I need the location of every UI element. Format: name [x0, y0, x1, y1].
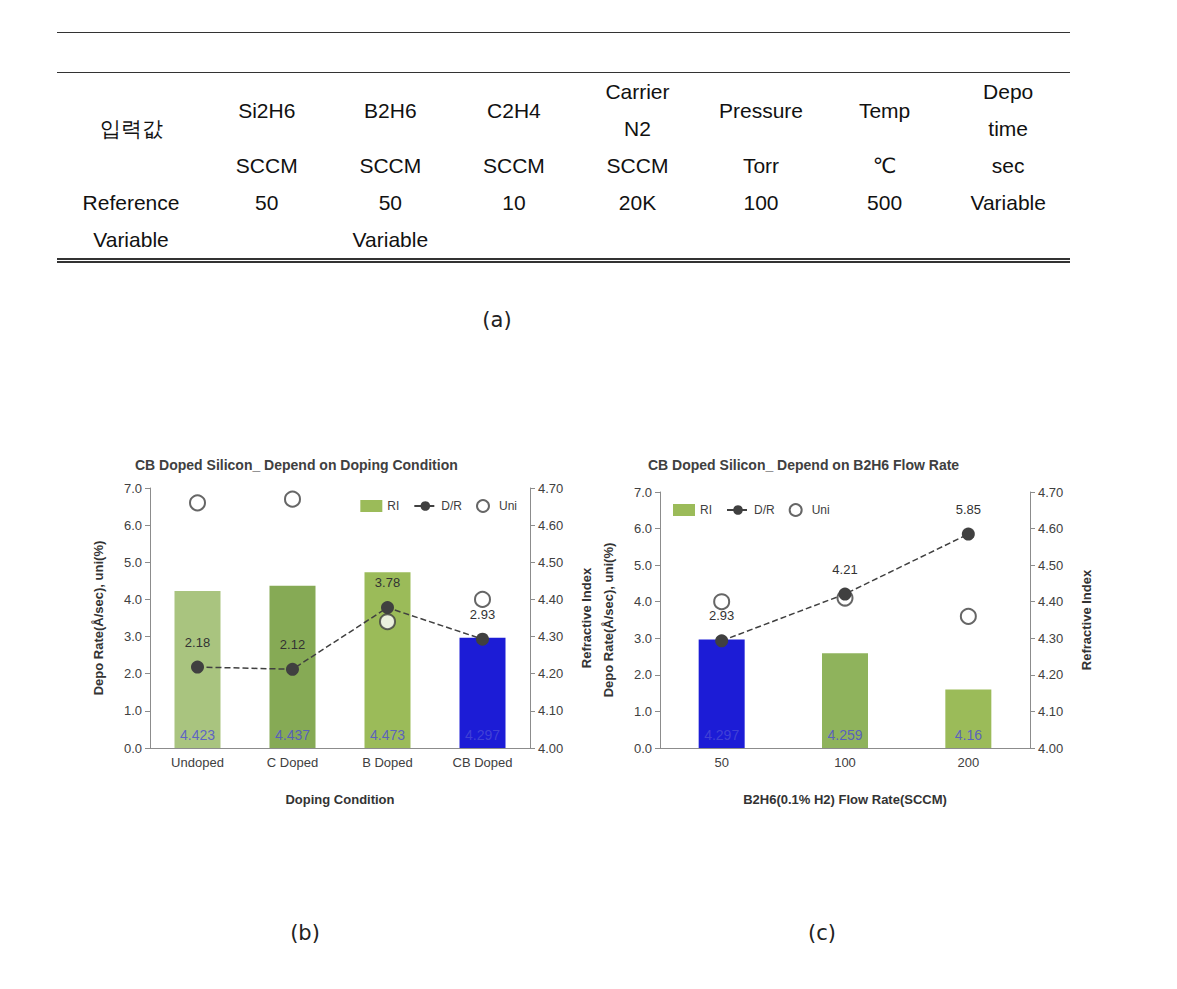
svg-text:D/R: D/R [441, 499, 462, 513]
html-text:sec: sec [991, 154, 1025, 177]
svg-text:Refractive Index: Refractive Index [1079, 569, 1094, 670]
svg-text:4.60: 4.60 [1038, 521, 1063, 536]
html-text:(a): (a) [482, 308, 512, 332]
svg-text:5.85: 5.85 [956, 502, 981, 517]
svg-text:2.93: 2.93 [709, 608, 734, 623]
html-text:SCCM: SCCM [483, 154, 545, 177]
html-text:20K: 20K [618, 191, 657, 214]
svg-text:7.0: 7.0 [634, 485, 652, 500]
svg-text:4.10: 4.10 [1038, 704, 1063, 719]
svg-text:2.0: 2.0 [124, 666, 142, 681]
html-text:Temp: Temp [858, 98, 911, 122]
svg-text:Depo Rate(Å/sec), uni(%): Depo Rate(Å/sec), uni(%) [91, 541, 106, 696]
svg-text:4.0: 4.0 [634, 594, 652, 609]
html-text:Pressure: Pressure [719, 98, 803, 122]
svg-text:4.297: 4.297 [704, 727, 739, 743]
svg-text:4.50: 4.50 [538, 555, 563, 570]
svg-text:Depo Rate(Å/sec), uni(%): Depo Rate(Å/sec), uni(%) [601, 543, 616, 698]
html-text:B2H6: B2H6 [364, 98, 417, 122]
html-text:Variable: Variable [93, 228, 169, 251]
svg-text:4.259: 4.259 [827, 727, 862, 743]
svg-text:5.0: 5.0 [124, 555, 142, 570]
svg-text:Undoped: Undoped [171, 755, 224, 770]
html-text:Carrier N2: Carrier N2 [605, 80, 670, 140]
svg-text:RI: RI [387, 499, 399, 513]
html-text:50: 50 [255, 191, 279, 214]
html-text:(b): (b) [290, 921, 320, 945]
svg-text:6.0: 6.0 [634, 521, 652, 536]
svg-text:Doping Condition: Doping Condition [285, 792, 394, 807]
svg-text:Refractive Index: Refractive Index [579, 567, 594, 668]
svg-text:CB Doped Silicon_ Depend on Do: CB Doped Silicon_ Depend on Doping Condi… [135, 457, 458, 473]
svg-text:4.16: 4.16 [955, 727, 982, 743]
svg-text:4.423: 4.423 [180, 727, 215, 743]
svg-text:4.0: 4.0 [124, 592, 142, 607]
svg-text:4.30: 4.30 [1038, 631, 1063, 646]
svg-text:5.0: 5.0 [634, 558, 652, 573]
html-text:50: 50 [378, 191, 402, 214]
html-text:100: 100 [743, 191, 779, 214]
svg-text:CB Doped Silicon_ Depend on B2: CB Doped Silicon_ Depend on B2H6 Flow Ra… [648, 457, 959, 473]
svg-text:1.0: 1.0 [634, 704, 652, 719]
html-text:Depo time: Depo time [983, 80, 1034, 140]
svg-text:4.70: 4.70 [538, 481, 563, 496]
svg-text:D/R: D/R [754, 503, 775, 517]
svg-text:50: 50 [714, 755, 728, 770]
svg-text:B2H6(0.1% H2) Flow Rate(SCCM): B2H6(0.1% H2) Flow Rate(SCCM) [743, 792, 947, 807]
svg-text:200: 200 [957, 755, 979, 770]
svg-text:4.473: 4.473 [370, 727, 405, 743]
svg-text:2.0: 2.0 [634, 667, 652, 682]
svg-text:2.93: 2.93 [470, 607, 495, 622]
svg-text:RI: RI [700, 503, 712, 517]
svg-text:2.18: 2.18 [185, 635, 210, 650]
svg-text:4.00: 4.00 [1038, 741, 1063, 756]
svg-text:4.297: 4.297 [465, 727, 500, 743]
html-text:Reference: Reference [82, 191, 180, 214]
svg-text:4.437: 4.437 [275, 727, 310, 743]
svg-text:4.70: 4.70 [1038, 485, 1063, 500]
svg-text:3.78: 3.78 [375, 575, 400, 590]
svg-text:4.40: 4.40 [538, 592, 563, 607]
svg-text:2.12: 2.12 [280, 637, 305, 652]
svg-text:1.0: 1.0 [124, 703, 142, 718]
html-text:500: 500 [867, 191, 903, 214]
svg-text:B Doped: B Doped [362, 755, 413, 770]
svg-text:0.0: 0.0 [124, 741, 142, 756]
svg-text:0.0: 0.0 [634, 741, 652, 756]
svg-text:CB Doped: CB Doped [453, 755, 513, 770]
html-text:Torr: Torr [742, 154, 780, 177]
html-text:C2H4: C2H4 [487, 98, 541, 122]
html-text:10: 10 [502, 191, 526, 214]
svg-text:C Doped: C Doped [267, 755, 318, 770]
svg-text:Uni: Uni [812, 503, 830, 517]
svg-text:Uni: Uni [499, 499, 517, 513]
svg-text:7.0: 7.0 [124, 481, 142, 496]
svg-text:6.0: 6.0 [124, 518, 142, 533]
svg-text:4.60: 4.60 [538, 518, 563, 533]
svg-text:4.21: 4.21 [832, 562, 857, 577]
svg-text:4.00: 4.00 [538, 741, 563, 756]
svg-text:4.10: 4.10 [538, 703, 563, 718]
html-text:Si2H6: Si2H6 [238, 98, 296, 122]
svg-text:4.20: 4.20 [1038, 667, 1063, 682]
html-text:Variable: Variable [352, 228, 429, 251]
html-text:(c): (c) [808, 921, 836, 945]
svg-text:4.50: 4.50 [1038, 558, 1063, 573]
html-text:SCCM: SCCM [359, 154, 422, 177]
svg-text:3.0: 3.0 [634, 631, 652, 646]
svg-text:100: 100 [834, 755, 856, 770]
html-text:입력값: 입력값 [99, 117, 163, 140]
svg-text:4.30: 4.30 [538, 629, 563, 644]
html-text:SCCM: SCCM [606, 154, 669, 177]
svg-text:4.40: 4.40 [1038, 594, 1063, 609]
svg-text:4.20: 4.20 [538, 666, 563, 681]
html-text:Variable: Variable [970, 191, 1046, 214]
html-text:SCCM: SCCM [235, 154, 298, 177]
svg-text:3.0: 3.0 [124, 629, 142, 644]
